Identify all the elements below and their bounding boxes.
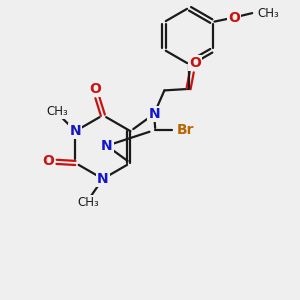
Text: O: O [90,82,101,96]
Text: O: O [189,56,201,70]
Text: Br: Br [177,123,194,137]
Text: O: O [228,11,240,25]
Text: CH₃: CH₃ [257,7,279,20]
Text: CH₃: CH₃ [77,196,99,208]
Text: CH₃: CH₃ [47,105,69,118]
Text: N: N [101,139,112,153]
Text: N: N [97,172,109,186]
Text: N: N [148,107,160,121]
Text: N: N [70,124,81,138]
Text: O: O [42,154,54,169]
